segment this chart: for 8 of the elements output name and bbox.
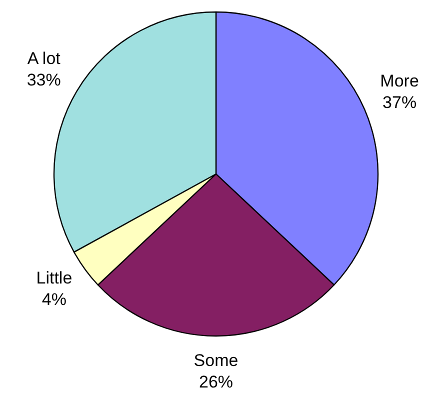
slice-label: A lot — [27, 49, 61, 68]
data-label: 33% — [26, 70, 61, 90]
slice-label: Little — [36, 268, 72, 288]
data-label: 26% — [198, 372, 234, 392]
slice-label: Some — [194, 351, 238, 370]
data-label: 37% — [382, 92, 417, 112]
data-label: 4% — [42, 290, 66, 309]
slice-label: More — [380, 72, 419, 91]
